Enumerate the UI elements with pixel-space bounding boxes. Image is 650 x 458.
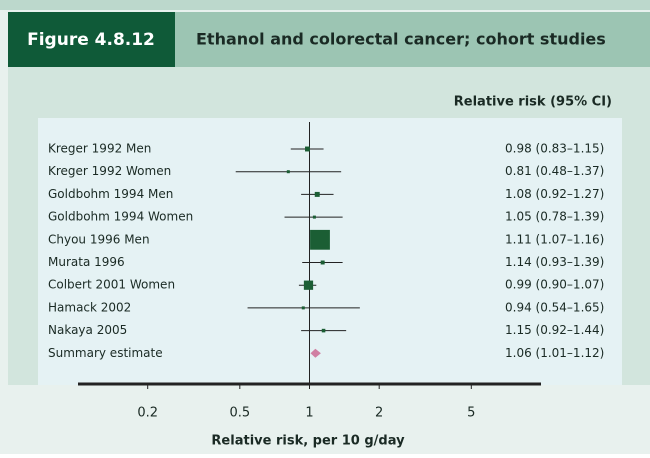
panel (38, 118, 622, 385)
summary-diamond (310, 348, 321, 358)
row-label: Kreger 1992 Women (48, 164, 171, 178)
row-label: Murata 1996 (48, 255, 125, 269)
x-tick-label: 0.5 (229, 406, 250, 421)
value-label: 0.94 (0.54–1.65) (505, 300, 604, 314)
top-band (0, 0, 650, 10)
value-label: 1.14 (0.93–1.39) (505, 255, 604, 269)
value-label: 1.05 (0.78–1.39) (505, 210, 604, 224)
point-estimate (310, 229, 330, 250)
row-label: Chyou 1996 Men (48, 232, 150, 246)
row-label: Kreger 1992 Men (48, 142, 151, 156)
x-axis-label: Relative risk, per 10 g/day (211, 434, 405, 449)
value-label: 1.06 (1.01–1.12) (505, 346, 604, 360)
figure-title: Ethanol and colorectal cancer; cohort st… (196, 30, 606, 49)
x-tick-label: 0.2 (137, 406, 158, 421)
value-label: 1.15 (0.92–1.44) (505, 323, 604, 337)
point-estimate (303, 280, 314, 290)
x-tick-label: 5 (467, 406, 475, 421)
point-estimate (312, 215, 316, 219)
row-label: Summary estimate (48, 346, 163, 360)
row-label: Nakaya 2005 (48, 323, 127, 337)
column-title: Relative risk (95% CI) (454, 95, 612, 110)
title-band (175, 12, 650, 67)
value-label: 0.99 (0.90–1.07) (505, 278, 604, 292)
x-tick-label: 1 (305, 406, 313, 421)
row-label: Hamack 2002 (48, 300, 131, 314)
value-label: 0.81 (0.48–1.37) (505, 164, 604, 178)
x-tick-label: 2 (375, 406, 383, 421)
point-estimate (305, 146, 310, 152)
value-label: 0.98 (0.83–1.15) (505, 142, 604, 156)
point-estimate (314, 191, 320, 197)
row-label: Colbert 2001 Women (48, 278, 175, 292)
point-estimate (321, 328, 326, 333)
row-label: Goldbohm 1994 Women (48, 210, 193, 224)
value-label: 1.08 (0.92–1.27) (505, 187, 604, 201)
figure-box (8, 12, 175, 67)
point-estimate (320, 260, 325, 265)
point-estimate (286, 170, 290, 174)
value-label: 1.11 (1.07–1.16) (505, 232, 604, 246)
figure-number: Figure 4.8.12 (27, 30, 155, 50)
row-label: Goldbohm 1994 Men (48, 187, 173, 201)
point-estimate (301, 306, 305, 310)
